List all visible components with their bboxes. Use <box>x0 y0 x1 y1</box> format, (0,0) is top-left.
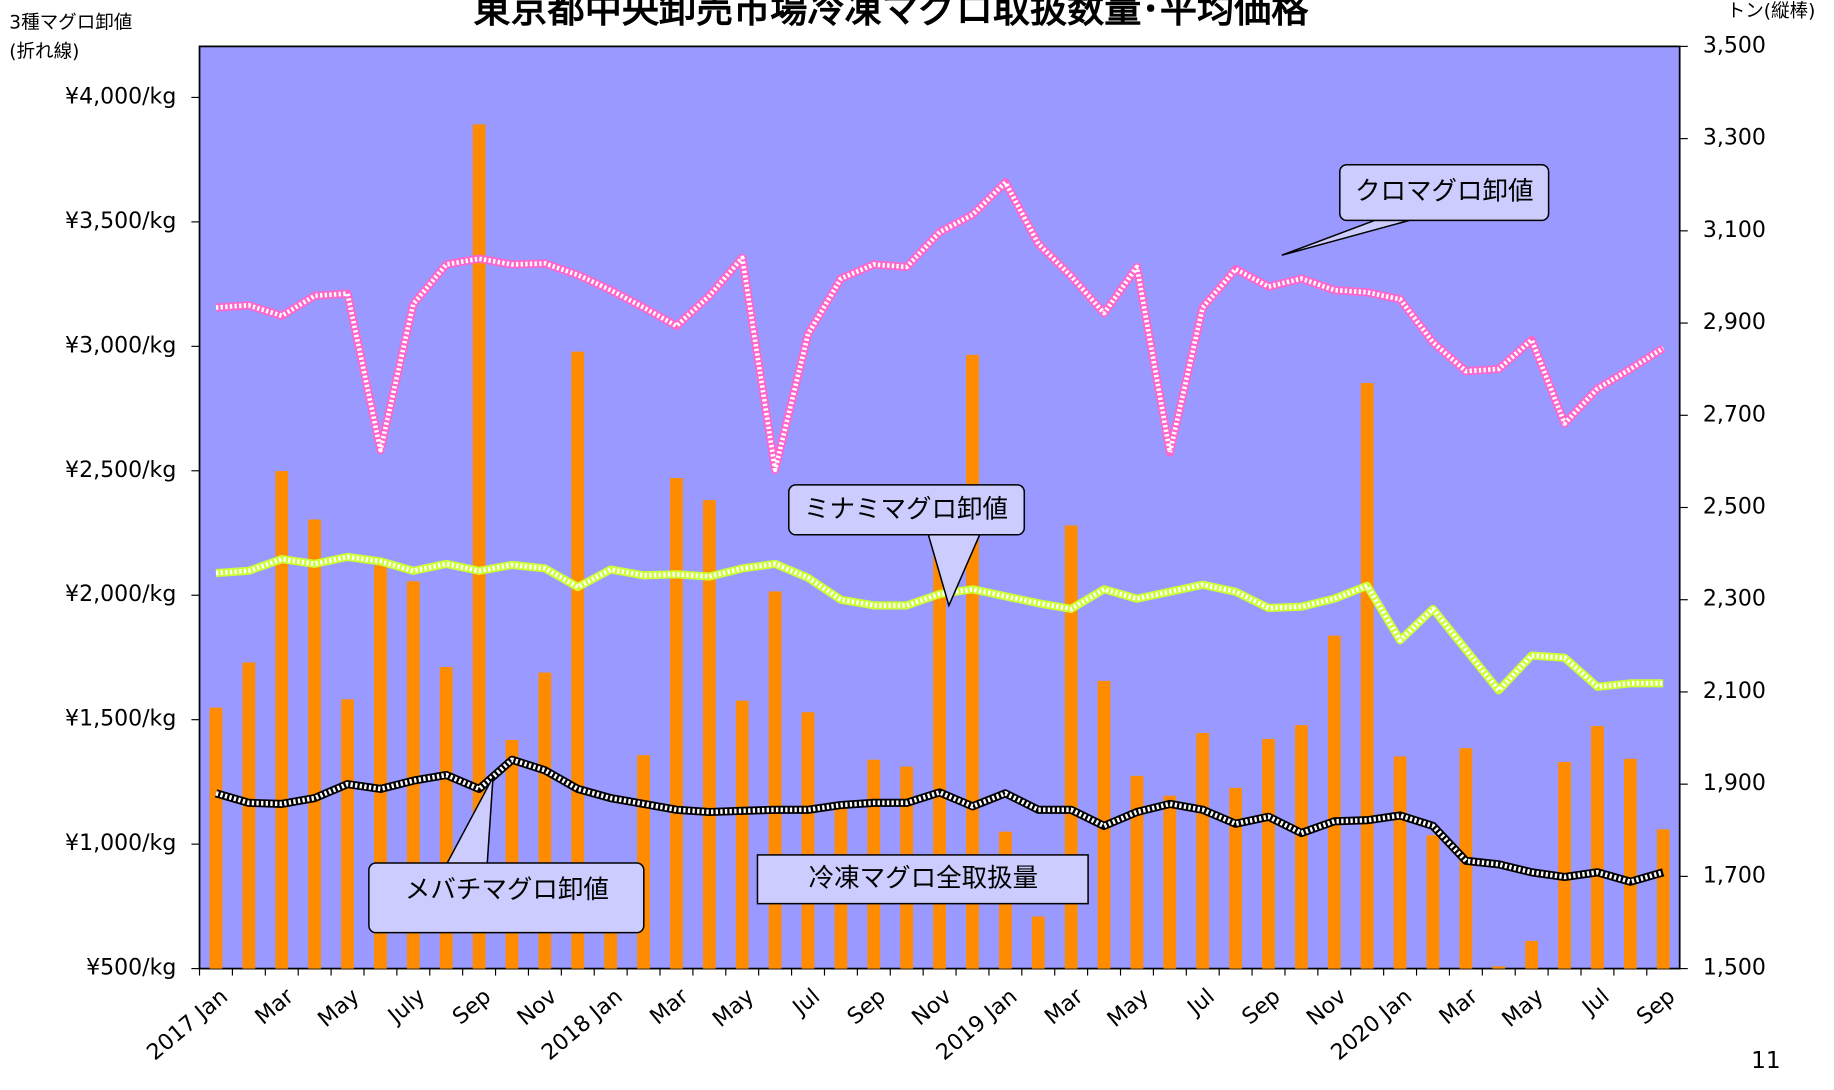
x-tick-label: Sep <box>1238 984 1286 1030</box>
y2-tick-label: 3,500 <box>1703 33 1766 58</box>
bar <box>242 662 256 969</box>
callout-text: ミナミマグロ卸値 <box>804 494 1008 524</box>
y2-tick-label: 3,100 <box>1703 218 1766 243</box>
y2-tick-label: 2,900 <box>1703 310 1766 335</box>
x-tick-label: Nov <box>908 984 957 1031</box>
bar <box>1426 835 1440 969</box>
y2-tick-label: 1,900 <box>1703 771 1766 796</box>
y2-axis-label: トン(縦棒) <box>1727 1 1816 22</box>
x-tick-label: Sep <box>843 984 891 1030</box>
bar <box>209 707 223 969</box>
callout-box <box>756 854 1089 905</box>
y-tick-label: ¥4,000/kg <box>65 84 176 109</box>
x-tick-label: Jul <box>787 984 825 1022</box>
y-tick-label: ¥3,500/kg <box>65 209 176 234</box>
x-tick-label: May <box>1103 984 1154 1032</box>
bar <box>1196 732 1210 969</box>
bar <box>308 519 322 969</box>
chart-body: 東京都中央卸売市場冷凍マグロ取扱数量･平均価格 3種マグロ卸値 (折れ線) トン… <box>9 0 1815 1074</box>
y2-tick-label: 1,500 <box>1703 956 1766 981</box>
bar <box>1262 738 1275 969</box>
callout: 冷凍マグロ全取扱量 <box>756 854 1089 905</box>
bar <box>1393 756 1407 969</box>
bar <box>1656 829 1670 969</box>
bar <box>1031 916 1045 969</box>
bar <box>472 124 486 969</box>
bar <box>571 351 585 969</box>
y2-tick-label: 3,300 <box>1703 126 1766 151</box>
bar <box>1558 762 1571 969</box>
y2-tick-label: 2,100 <box>1703 679 1766 704</box>
x-tick-label: Mar <box>1040 984 1089 1030</box>
bar <box>1591 726 1604 969</box>
x-tick-label: Mar <box>251 984 300 1030</box>
x-tick-label: Sep <box>1632 984 1680 1030</box>
y2-tick-label: 2,700 <box>1703 402 1766 427</box>
bar <box>768 591 782 969</box>
x-tick-label: May <box>708 984 759 1032</box>
x-tick-label: 2017 Jan <box>143 984 233 1066</box>
callout: クロマグロ卸値 <box>1281 163 1550 256</box>
bar <box>670 477 683 969</box>
x-tick-label: Nov <box>513 984 562 1031</box>
bar <box>505 739 519 969</box>
callout-text: メバチマグロ卸値 <box>405 875 609 905</box>
x-tick-label: July <box>382 984 430 1030</box>
bar <box>1525 940 1539 969</box>
bar <box>341 699 354 969</box>
y-tick-label: ¥2,500/kg <box>65 458 176 483</box>
y2-tick-label: 1,700 <box>1703 863 1766 888</box>
bar <box>1163 795 1177 969</box>
y-tick-label: ¥3,000/kg <box>65 333 176 358</box>
y-tick-label: ¥1,500/kg <box>65 707 176 732</box>
line-series <box>214 755 1665 886</box>
x-tick-label: Jul <box>1182 984 1220 1022</box>
y2-tick-label: 2,300 <box>1703 587 1766 612</box>
bar <box>1130 775 1144 969</box>
bar <box>702 500 716 969</box>
y-axis-label: 3種マグロ卸値 <box>9 13 132 34</box>
chart-title: 東京都中央卸売市場冷凍マグロ取扱数量･平均価格 <box>473 0 1309 31</box>
bar <box>801 712 815 969</box>
line-series-pattern <box>215 554 1664 693</box>
callout-box <box>788 484 1026 536</box>
x-tick-label: Nov <box>1302 984 1351 1031</box>
y2-tick-label: 2,500 <box>1703 495 1766 520</box>
bar <box>933 550 946 969</box>
callout: ミナミマグロ卸値 <box>788 484 1026 608</box>
x-tick-label: May <box>314 984 365 1032</box>
callout-box <box>368 862 645 934</box>
x-tick-label: Mar <box>1435 984 1484 1030</box>
bar <box>1295 725 1308 969</box>
y-tick-label: ¥500/kg <box>86 956 176 981</box>
bar <box>1360 383 1374 969</box>
bar <box>1327 635 1341 969</box>
callout-text: 冷凍マグロ全取扱量 <box>809 863 1039 893</box>
line-series-pattern <box>215 180 1665 473</box>
y-axis-label: (折れ線) <box>9 42 79 63</box>
callout: メバチマグロ卸値 <box>368 776 645 934</box>
y-tick-label: ¥2,000/kg <box>65 582 176 607</box>
bar <box>637 755 650 969</box>
page-number: 11 <box>1751 1047 1781 1074</box>
bar <box>735 700 749 969</box>
x-tick-label: May <box>1498 984 1549 1032</box>
callout-box <box>1339 163 1550 222</box>
x-tick-label: Jul <box>1576 984 1614 1022</box>
bar <box>1492 966 1506 969</box>
bar <box>1623 758 1637 969</box>
bar <box>275 471 289 969</box>
x-tick-label: Mar <box>646 984 695 1030</box>
y-tick-label: ¥1,000/kg <box>65 831 176 856</box>
bar <box>1229 787 1243 969</box>
x-tick-label: Sep <box>448 984 496 1030</box>
callout-text: クロマグロ卸値 <box>1355 177 1534 207</box>
